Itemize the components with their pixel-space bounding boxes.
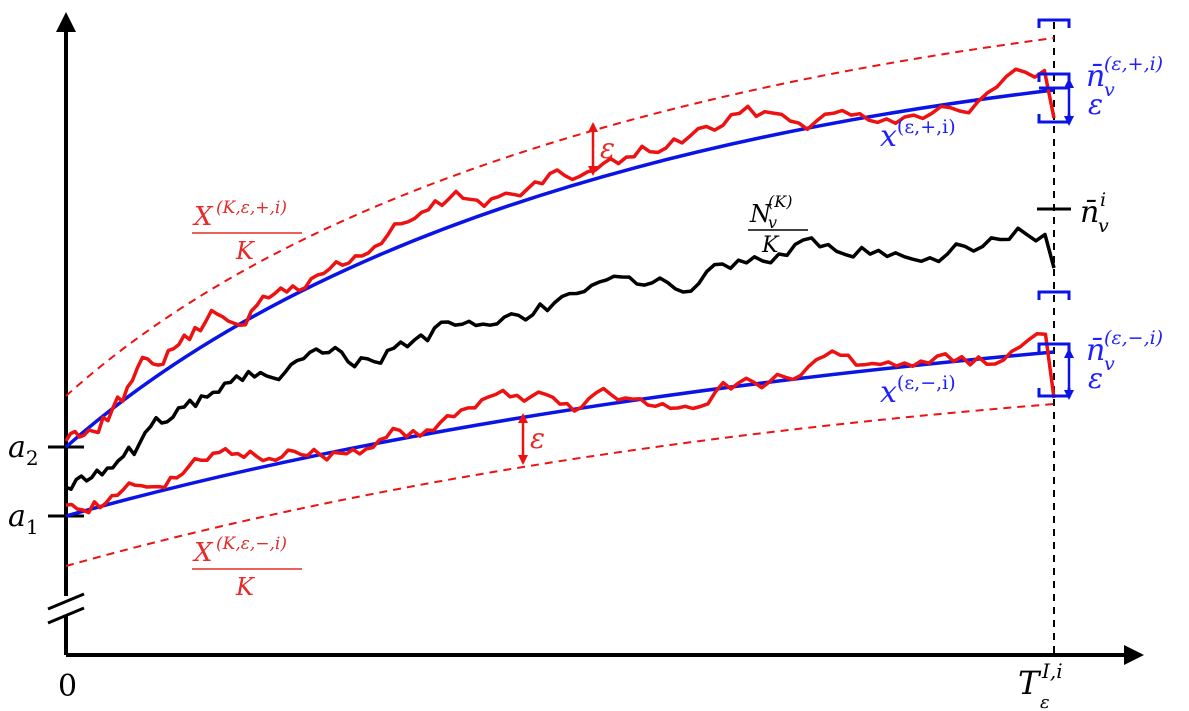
label-a2: a2 bbox=[8, 430, 39, 470]
frac-X-plus-num-sup: (K,ε,+,i) bbox=[216, 198, 287, 218]
epsilon-label-lower: ε bbox=[530, 422, 545, 455]
bracket-top-1 bbox=[1037, 18, 1071, 28]
black-stochastic-path bbox=[65, 226, 1056, 491]
bracket-top-3 bbox=[1037, 290, 1071, 300]
axis-break-mark-2 bbox=[47, 606, 85, 625]
frac-N-num-main: N bbox=[749, 200, 772, 228]
frac-X-minus-num-sup: (K,ε,−,i) bbox=[216, 534, 287, 554]
label-x-plus: x(ε,+,i) bbox=[880, 116, 956, 154]
label-n-minus-sub: v bbox=[1104, 353, 1115, 375]
frac-X-minus-num-main: X bbox=[192, 538, 214, 568]
label-a1: a1 bbox=[8, 499, 39, 539]
lower-dashed-envelope bbox=[65, 403, 1055, 567]
epsilon-label-upper: ε bbox=[600, 132, 615, 165]
lower-blue-curve bbox=[65, 350, 1055, 518]
fraction-X-plus: X (K,ε,+,i) K bbox=[192, 198, 302, 265]
label-n-minus-sup: (ε,−,i) bbox=[1104, 327, 1163, 349]
epsilon-label-right-upper: ε bbox=[1088, 88, 1103, 121]
label-n-mid-main: n̄ bbox=[1080, 195, 1099, 230]
label-n-plus-sup: (ε,+,i) bbox=[1104, 53, 1163, 75]
label-t-end-sub: ε bbox=[1040, 692, 1050, 711]
label-t-end-main: T bbox=[1018, 664, 1042, 702]
frac-N-num-sup: (K) bbox=[768, 192, 792, 211]
axis-break-mark-1 bbox=[47, 592, 85, 611]
label-x-minus: x(ε,−,i) bbox=[880, 372, 956, 410]
frac-X-plus-den: K bbox=[235, 237, 256, 265]
frac-X-minus-den: K bbox=[235, 573, 256, 601]
upper-red-stochastic-path bbox=[64, 67, 1056, 442]
origin-label: 0 bbox=[58, 669, 77, 704]
epsilon-label-right-lower: ε bbox=[1088, 362, 1103, 395]
fraction-N: N v (K) K bbox=[748, 192, 808, 258]
label-n-minus-main: n̄ bbox=[1086, 333, 1105, 368]
label-n-plus-main: n̄ bbox=[1086, 59, 1105, 94]
lower-bracket-group bbox=[1037, 290, 1071, 398]
fraction-X-minus: X (K,ε,−,i) K bbox=[192, 534, 302, 601]
lower-red-stochastic-path bbox=[65, 331, 1056, 515]
axes bbox=[47, 12, 1144, 665]
label-n-mid-sub: v bbox=[1098, 215, 1109, 237]
upper-dashed-envelope bbox=[65, 37, 1055, 397]
label-n-plus-sub: v bbox=[1104, 79, 1115, 101]
frac-N-num-sub: v bbox=[768, 213, 777, 232]
frac-X-plus-num-main: X bbox=[192, 202, 214, 232]
frac-N-den: K bbox=[761, 233, 780, 258]
label-t-end-sup: I,i bbox=[1041, 659, 1063, 683]
label-n-mid-sup: i bbox=[1100, 189, 1106, 211]
